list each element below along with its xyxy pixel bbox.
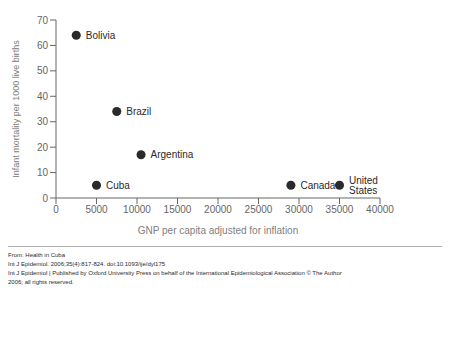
html-text:2006; all rights reserved.: 2006; all rights reserved. (8, 279, 74, 285)
svg-text:5000: 5000 (85, 204, 108, 215)
svg-text:40000: 40000 (366, 204, 394, 215)
svg-text:20: 20 (37, 142, 49, 153)
svg-text:0: 0 (53, 204, 59, 215)
svg-text:Canada: Canada (300, 180, 335, 191)
svg-text:30: 30 (37, 116, 49, 127)
svg-text:UnitedStates: UnitedStates (349, 175, 378, 196)
svg-text:GNP per capita adjusted for in: GNP per capita adjusted for inflation (138, 225, 298, 236)
svg-text:15000: 15000 (164, 204, 192, 215)
html-text:Int J Epidemiol | Published by: Int J Epidemiol | Published by Oxford Un… (8, 270, 342, 276)
svg-text:Bolivia: Bolivia (86, 30, 116, 41)
svg-text:10: 10 (37, 167, 49, 178)
svg-text:40: 40 (37, 91, 49, 102)
svg-text:Brazil: Brazil (126, 106, 151, 117)
svg-text:50: 50 (37, 65, 49, 76)
html-text:Int J Epidemiol. 2006;35(4):81: Int J Epidemiol. 2006;35(4):817-824. doi… (8, 261, 166, 267)
svg-text:70: 70 (37, 15, 49, 26)
svg-text:Infant mortality per 1000 live: Infant mortality per 1000 live births (11, 40, 21, 178)
svg-text:Argentina: Argentina (151, 149, 194, 160)
html-text:From: Health in Cuba: From: Health in Cuba (8, 252, 65, 258)
svg-text:0: 0 (42, 193, 48, 204)
svg-text:10000: 10000 (123, 204, 151, 215)
svg-text:20000: 20000 (204, 204, 232, 215)
svg-text:25000: 25000 (245, 204, 273, 215)
svg-text:60: 60 (37, 40, 49, 51)
svg-text:Cuba: Cuba (106, 180, 130, 191)
svg-text:35000: 35000 (326, 204, 354, 215)
svg-text:30000: 30000 (285, 204, 313, 215)
